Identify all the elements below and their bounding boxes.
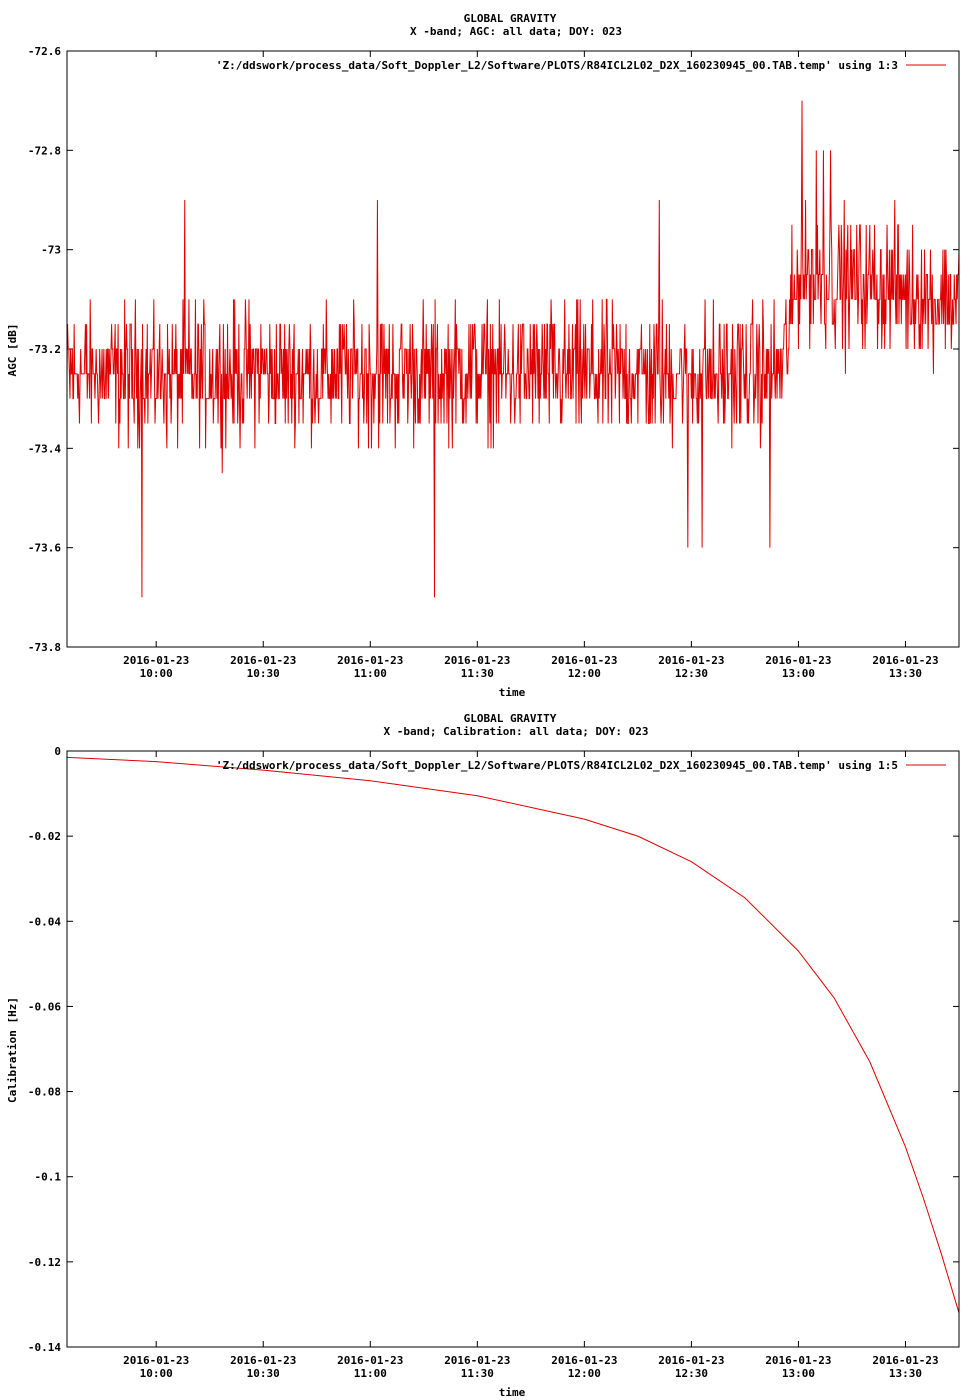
chart-agc-series-line [66, 100, 960, 598]
chart-agc-x-tick-date: 2016-01-23 [872, 654, 938, 667]
chart-agc-x-tick-time: 12:30 [675, 667, 708, 680]
chart-agc-x-tick-date: 2016-01-23 [765, 654, 831, 667]
chart-calibration-x-tick-date: 2016-01-23 [872, 1354, 938, 1367]
chart-agc-subtitle: X -band; AGC: all data; DOY: 023 [410, 25, 622, 38]
chart-agc: GLOBAL GRAVITY X -band; AGC: all data; D… [6, 12, 960, 699]
chart-calibration-y-ticks: 0 -0.02 -0.04 -0.06 -0.08 -0.1 -0.12 -0.14 [28, 745, 959, 1354]
chart-calibration-x-tick-date: 2016-01-23 [230, 1354, 296, 1367]
chart-agc-y-tick-label: -72.6 [28, 45, 61, 58]
chart-calibration-y-tick-label: -0.14 [28, 1341, 61, 1354]
chart-calibration-subtitle: X -band; Calibration: all data; DOY: 023 [384, 725, 649, 738]
chart-agc-x-tick-date: 2016-01-23 [658, 654, 724, 667]
chart-calibration-x-tick-date: 2016-01-23 [658, 1354, 724, 1367]
chart-calibration-y-tick-label: -0.06 [28, 1000, 61, 1013]
chart-calibration-y-tick-label: 0 [54, 745, 61, 758]
chart-calibration-x-tick-date: 2016-01-23 [337, 1354, 403, 1367]
chart-agc-y-tick-label: -73.8 [28, 641, 61, 654]
chart-calibration-y-axis-label: Calibration [Hz] [6, 997, 19, 1103]
chart-agc-x-tick-time: 10:00 [140, 667, 173, 680]
chart-calibration-x-tick-time: 11:30 [461, 1367, 494, 1380]
chart-agc-legend-label: 'Z:/ddswork/process_data/Soft_Doppler_L2… [216, 59, 898, 72]
chart-agc-x-tick-date: 2016-01-23 [230, 654, 296, 667]
chart-calibration-y-tick-label: -0.02 [28, 830, 61, 843]
chart-calibration-x-tick-time: 12:00 [568, 1367, 601, 1380]
chart-agc-x-tick-date: 2016-01-23 [551, 654, 617, 667]
chart-calibration-x-tick-time: 13:00 [782, 1367, 815, 1380]
chart-agc-x-tick-time: 13:30 [889, 667, 922, 680]
chart-agc-y-tick-label: -72.8 [28, 144, 61, 157]
chart-agc-x-tick-date: 2016-01-23 [337, 654, 403, 667]
chart-calibration-series-line [66, 756, 960, 1314]
chart-calibration-x-tick-time: 10:00 [140, 1367, 173, 1380]
chart-calibration-legend-label: 'Z:/ddswork/process_data/Soft_Doppler_L2… [216, 759, 898, 772]
chart-calibration-x-tick-time: 13:30 [889, 1367, 922, 1380]
chart-calibration-x-tick-date: 2016-01-23 [551, 1354, 617, 1367]
chart-agc-y-axis-label: AGC [dB] [6, 324, 19, 377]
chart-agc-x-tick-time: 11:30 [461, 667, 494, 680]
chart-agc-x-tick-time: 12:00 [568, 667, 601, 680]
chart-calibration-x-tick-time: 12:30 [675, 1367, 708, 1380]
chart-calibration-y-tick-label: -0.08 [28, 1086, 61, 1099]
chart-agc-x-tick-time: 10:30 [247, 667, 280, 680]
chart-agc-x-tick-time: 13:00 [782, 667, 815, 680]
chart-calibration-y-tick-label: -0.12 [28, 1256, 61, 1269]
chart-calibration-x-axis-label: time [499, 1386, 526, 1399]
chart-agc-x-tick-date: 2016-01-23 [444, 654, 510, 667]
chart-calibration-y-tick-label: -0.04 [28, 915, 61, 928]
chart-calibration-plot-frame [66, 750, 960, 1348]
chart-calibration-x-tick-time: 11:00 [354, 1367, 387, 1380]
chart-agc-x-tick-time: 11:00 [354, 667, 387, 680]
chart-agc-x-axis-label: time [499, 686, 526, 699]
chart-agc-plot-frame [66, 50, 960, 648]
chart-agc-y-tick-label: -73 [41, 244, 61, 257]
chart-calibration-y-tick-label: -0.1 [35, 1171, 62, 1184]
chart-calibration-x-tick-date: 2016-01-23 [765, 1354, 831, 1367]
chart-agc-title: GLOBAL GRAVITY [464, 12, 557, 25]
chart-agc-x-ticks: 2016-01-2310:002016-01-2310:302016-01-23… [123, 51, 939, 680]
chart-calibration: GLOBAL GRAVITY X -band; Calibration: all… [6, 712, 960, 1399]
chart-calibration-x-tick-time: 10:30 [247, 1367, 280, 1380]
chart-agc-y-tick-label: -73.4 [28, 442, 61, 455]
chart-agc-y-tick-label: -73.2 [28, 343, 61, 356]
chart-calibration-x-tick-date: 2016-01-23 [123, 1354, 189, 1367]
chart-calibration-x-tick-date: 2016-01-23 [444, 1354, 510, 1367]
chart-agc-x-tick-date: 2016-01-23 [123, 654, 189, 667]
chart-calibration-title: GLOBAL GRAVITY [464, 712, 557, 725]
chart-calibration-x-ticks: 2016-01-2310:002016-01-2310:302016-01-23… [123, 751, 939, 1380]
chart-agc-y-tick-label: -73.6 [28, 542, 61, 555]
